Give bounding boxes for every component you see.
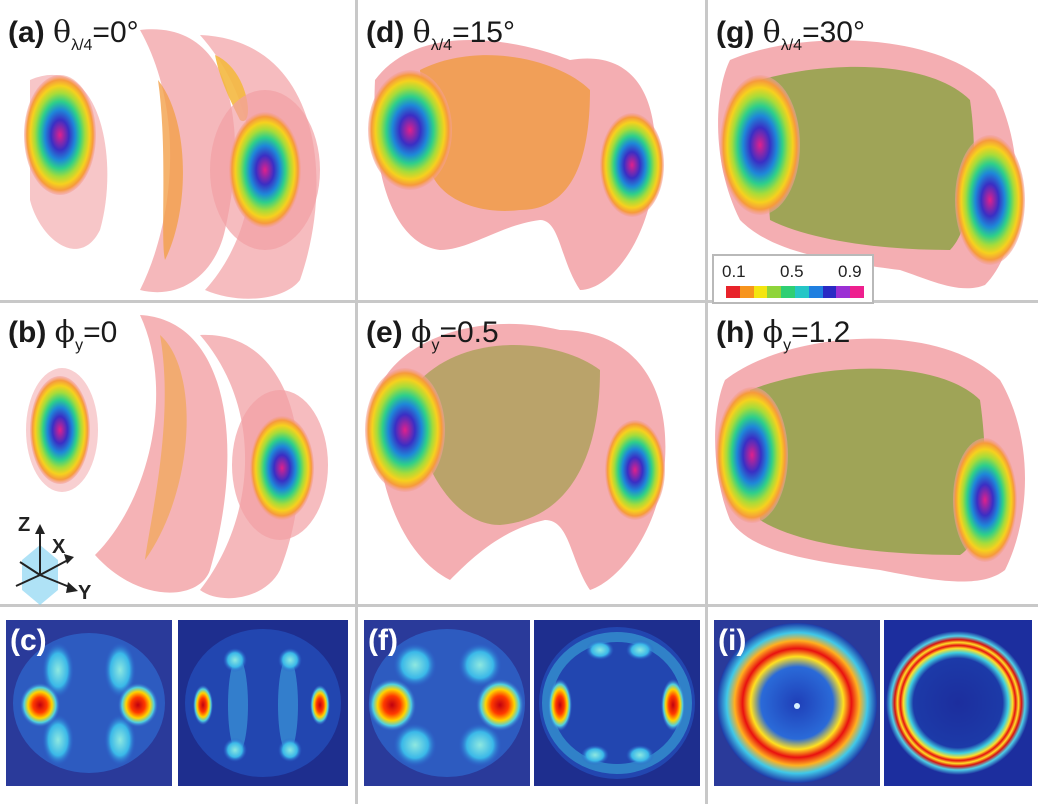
colorbar-swatch bbox=[794, 286, 809, 298]
colorbar-swatch bbox=[726, 286, 740, 298]
image-f-simulation bbox=[534, 620, 700, 786]
panel-label-a: (a) θλ/4=0° bbox=[8, 15, 139, 54]
isosurface-h bbox=[715, 338, 1025, 582]
image-f-experiment bbox=[364, 620, 530, 786]
panel-label-e: (e) ϕy=0.5 bbox=[366, 315, 499, 354]
image-c-simulation bbox=[178, 620, 348, 786]
axis-z-label: Z bbox=[18, 514, 31, 536]
image-i-simulation bbox=[884, 620, 1032, 786]
column-divider bbox=[355, 0, 358, 804]
colorbar-tick: 0.1 bbox=[722, 262, 746, 281]
axes-triad bbox=[15, 524, 78, 605]
colorbar-swatch bbox=[753, 286, 768, 298]
panel-label-d: (d) θλ/4=15° bbox=[366, 15, 515, 54]
panel-label-f: (f) bbox=[368, 624, 398, 657]
colorbar: 0.1 0.5 0.9 bbox=[712, 254, 874, 304]
isosurface-e bbox=[365, 323, 666, 590]
panel-label-h: (h) ϕy=1.2 bbox=[716, 315, 851, 354]
panel-label-g: (g) θλ/4=30° bbox=[716, 15, 865, 54]
colorbar-tick: 0.5 bbox=[780, 262, 804, 281]
panel-label-b: (b) ϕy=0 bbox=[8, 315, 118, 354]
colorbar-tick: 0.9 bbox=[838, 262, 862, 281]
image-i-experiment bbox=[714, 620, 880, 786]
colorbar-swatch bbox=[808, 286, 823, 298]
panel-label-i: (i) bbox=[718, 624, 747, 657]
colorbar-swatch bbox=[739, 286, 754, 298]
axis-x-label: X bbox=[52, 536, 66, 558]
colorbar-swatch bbox=[781, 286, 795, 298]
colorbar-gradient bbox=[726, 286, 864, 298]
row-divider bbox=[0, 604, 1038, 607]
isosurface-g bbox=[718, 40, 1025, 289]
row-divider bbox=[0, 300, 1038, 303]
panel-label-c: (c) bbox=[10, 624, 47, 657]
image-c-experiment bbox=[6, 620, 172, 786]
column-divider bbox=[705, 0, 708, 804]
isosurface-a bbox=[24, 29, 320, 299]
colorbar-swatch bbox=[767, 286, 782, 298]
colorbar-swatch bbox=[850, 286, 864, 298]
colorbar-swatch bbox=[836, 286, 851, 298]
isosurface-b bbox=[26, 315, 328, 599]
axis-y-label: Y bbox=[78, 582, 92, 604]
isosurface-d bbox=[368, 40, 664, 290]
colorbar-swatch bbox=[822, 286, 837, 298]
